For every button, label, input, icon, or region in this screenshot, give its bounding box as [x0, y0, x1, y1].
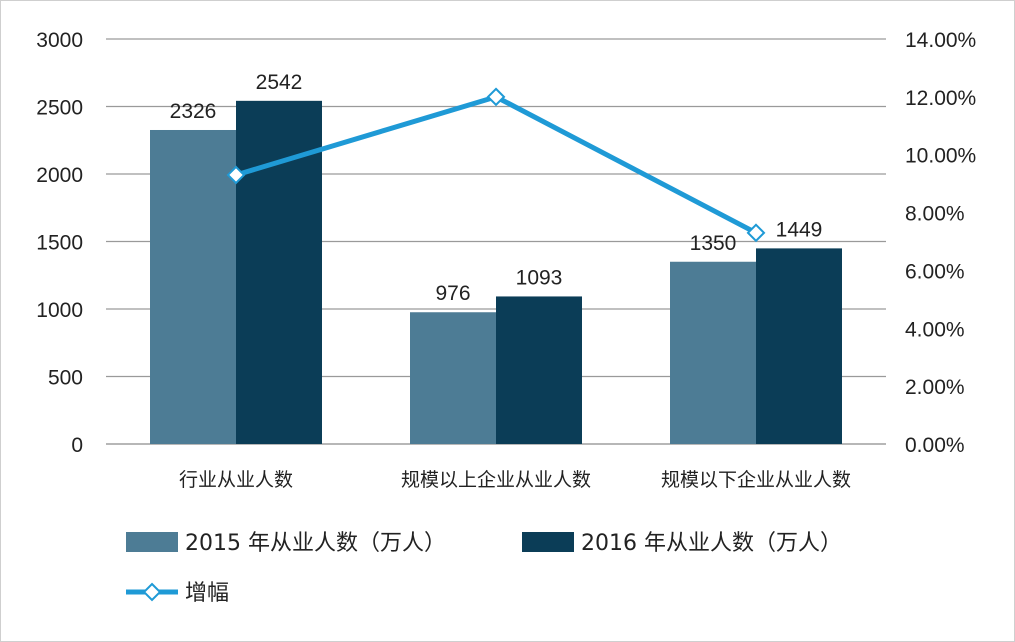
bar-data-label: 1449: [776, 218, 823, 241]
legend-swatch: [522, 532, 574, 552]
right-tick-label: 8.00%: [905, 203, 965, 226]
left-tick-label: 0: [71, 434, 83, 457]
category-labels: 行业从业人数 规模以上企业从业人数 规模以下企业从业人数: [179, 469, 851, 491]
legend-label: 2016 年从业人数（万人）: [581, 531, 842, 556]
growth-point-marker: [226, 165, 246, 185]
right-tick-label: 2.00%: [905, 376, 965, 399]
right-tick-label: 6.00%: [905, 260, 965, 283]
bar: [236, 100, 322, 444]
growth-point-marker: [746, 223, 766, 243]
category-label: 行业从业人数: [179, 469, 293, 491]
right-tick-label: 10.00%: [905, 145, 976, 168]
right-tick-label: 4.00%: [905, 318, 965, 341]
bar: [150, 129, 236, 445]
bar-data-label: 1350: [690, 232, 737, 255]
legend: 2015 年从业人数（万人） 2016 年从业人数（万人） 增幅: [126, 531, 842, 606]
bar: [756, 248, 842, 444]
right-tick-label: 14.00%: [905, 29, 976, 52]
bar: [496, 296, 582, 444]
legend-label: 增幅: [185, 581, 229, 606]
right-axis-ticks: 0.00% 2.00% 4.00% 6.00% 8.00% 10.00% 12.00% 14.…: [905, 29, 976, 457]
left-tick-label: 3000: [36, 29, 83, 52]
left-axis-ticks: 0 500 1000 1500 2000 2500 3000: [36, 29, 83, 457]
left-tick-label: 2500: [36, 97, 83, 120]
right-tick-label: 12.00%: [905, 87, 976, 110]
category-label: 规模以下企业从业人数: [661, 469, 851, 491]
left-tick-label: 1000: [36, 299, 83, 322]
growth-point-marker: [486, 87, 506, 107]
left-tick-label: 500: [48, 367, 83, 390]
left-tick-label: 1500: [36, 232, 83, 255]
legend-marker: [142, 582, 162, 602]
bar: [410, 312, 496, 444]
right-tick-label: 0.00%: [905, 434, 965, 457]
bar-data-label: 1093: [516, 266, 563, 289]
bar-data-label: 2542: [256, 71, 303, 94]
growth-line: [226, 87, 766, 243]
bars: [150, 100, 842, 445]
legend-swatch: [126, 532, 178, 552]
category-label: 规模以上企业从业人数: [401, 469, 591, 491]
bar-data-label: 2326: [170, 100, 217, 123]
bar-data-label: 976: [435, 282, 470, 305]
legend-label: 2015 年从业人数（万人）: [185, 531, 446, 556]
data-labels: 2326 2542 976 1093 1350 1449: [170, 71, 823, 305]
bar: [670, 261, 756, 444]
left-tick-label: 2000: [36, 164, 83, 187]
